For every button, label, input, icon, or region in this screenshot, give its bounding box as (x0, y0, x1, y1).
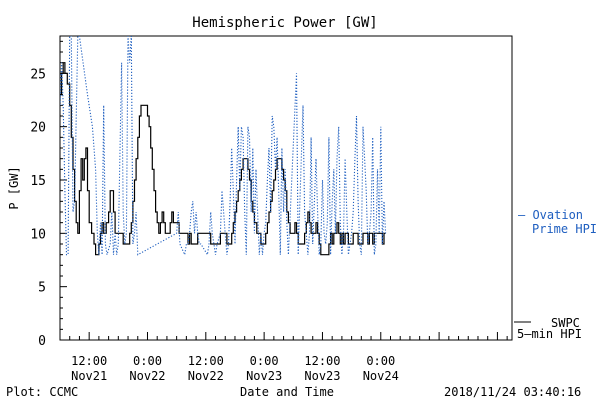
x-tick-label-time: 0:00 (366, 354, 395, 368)
x-tick-label-date: Nov23 (246, 369, 282, 383)
y-tick-label: 0 (38, 334, 46, 349)
y-axis-ticks: 0 5 10 15 20 25 (30, 40, 67, 349)
chart-title: Hemispheric Power [GW] (192, 15, 377, 31)
y-tick-label: 15 (30, 174, 46, 189)
y-tick-label: 10 (30, 227, 46, 242)
x-tick-label-time: 0:00 (250, 354, 279, 368)
x-tick-label-date: Nov21 (71, 369, 107, 383)
x-tick-label-time: 12:00 (71, 354, 107, 368)
x-tick-label-date: Nov22 (129, 369, 165, 383)
x-tick-label-time: 12:00 (188, 354, 224, 368)
y-axis-label: P [GW] (7, 166, 21, 209)
y-tick-label: 20 (30, 121, 46, 136)
x-axis-label: Date and Time (240, 385, 334, 399)
legend-ovation-line1: — Ovation (518, 208, 583, 222)
series-layer (60, 36, 387, 257)
x-tick-label-time: 0:00 (133, 354, 162, 368)
footer-plot-credit: Plot: CCMC (6, 385, 78, 399)
x-tick-label-date: Nov22 (188, 369, 224, 383)
x-tick-label-date: Nov24 (363, 369, 399, 383)
plot-area (59, 35, 513, 341)
series-ovation-prime-hpi (60, 36, 387, 257)
legend-ovation-line2: Prime HPI (532, 222, 597, 236)
y-tick-label: 25 (30, 67, 46, 82)
y-tick-label: 5 (38, 281, 46, 296)
legend-swpc-line2: 5–min HPI (517, 327, 582, 341)
x-axis-ticks: 12:00Nov210:00Nov2212:00Nov220:00Nov2312… (59, 332, 508, 383)
x-tick-label-time: 12:00 (304, 354, 340, 368)
footer-timestamp: 2018/11/24 03:40:16 (444, 385, 581, 399)
legend-swpc-line1: SWPC (551, 316, 580, 330)
x-tick-label-date: Nov23 (304, 369, 340, 383)
